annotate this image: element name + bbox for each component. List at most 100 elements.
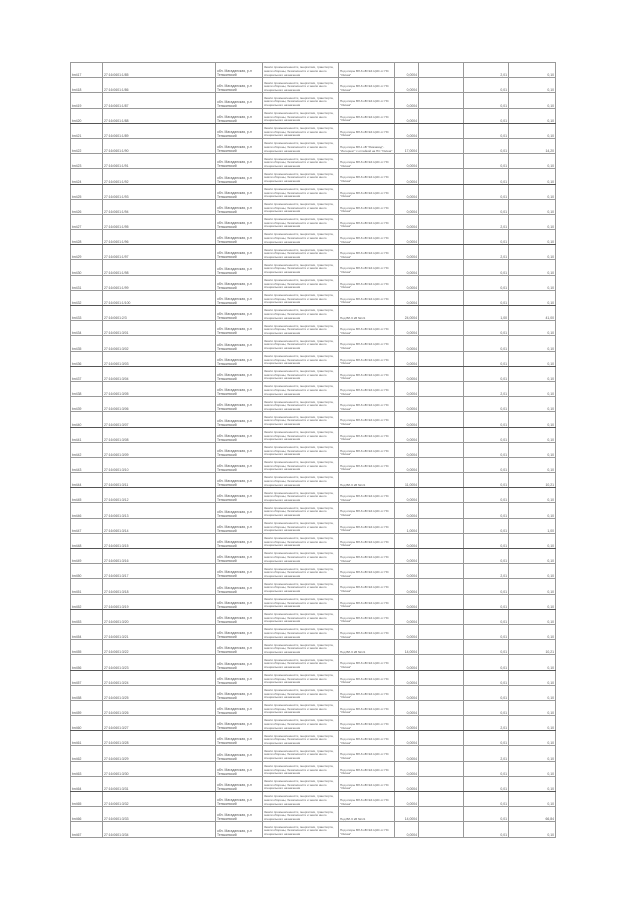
value-col9: 0,10 [508, 244, 556, 261]
value-col8: 0,01 [463, 684, 509, 701]
area: 0,0004 [394, 350, 419, 367]
object-purpose: Под опоры ВЛ-6 кВ №4 ЦЭС от ПС "Омчак" [338, 244, 395, 261]
value-col9: 0,10 [508, 456, 556, 474]
area: 0,0004 [394, 77, 419, 94]
cadastral-number: 27:16:0601:3/14 [102, 517, 216, 534]
address: обл. Магаданская, р-н Тенькинский [215, 578, 263, 595]
cadastral-number: 27:16:0601:1/95 [102, 213, 216, 231]
land-category: Земли промышленности, энергетики, трансп… [262, 213, 339, 231]
address: обл. Магаданская, р-н Тенькинский [215, 715, 263, 732]
empty-cell [418, 654, 464, 671]
area: 0,0004 [394, 790, 419, 808]
table-row: bн446 27:16:0601:3/13 обл. Магаданская, р-… [70, 502, 556, 519]
address: обл. Магаданская, р-н Тенькинский [215, 137, 263, 155]
table-row: bн452 27:16:0601:3/19 обл. Магаданская, р-… [70, 593, 556, 610]
area: 0,0004 [394, 502, 419, 519]
row-id: bн449 [70, 547, 103, 565]
address: обл. Магаданская, р-н Тенькинский [215, 472, 263, 489]
cadastral-number: 27:16:0601:3/15 [102, 532, 216, 550]
value-col8: 0,01 [463, 487, 509, 504]
table-row: bн449 27:16:0601:3/16 обл. Магаданская, р-… [70, 547, 556, 565]
cadastral-number: 27:16:0601:3/02 [102, 335, 216, 352]
cadastral-number: 27:16:0601:1/89 [102, 122, 216, 139]
land-category: Земли промышленности, энергетики, трансп… [262, 320, 339, 337]
value-col8: 0,01 [463, 593, 509, 610]
value-col9: 0,10 [508, 684, 556, 701]
row-id: bн440 [70, 411, 103, 428]
object-purpose: Под опоры ВЛ-6 кВ №4 ЦЭС от ПС "Омчак" [338, 335, 395, 352]
table-row: bн438 27:16:0601:3/05 обл. Магаданская, р-… [70, 380, 556, 398]
cadastral-number: 27:16:0601:3/31 [102, 775, 216, 793]
empty-cell [418, 259, 464, 276]
object-purpose: Под опоры ВЛ-6 кВ №4 ЦЭС от ПС "Омчак" [338, 578, 395, 595]
table-row: bн428 27:16:0601:1/96 обл. Магаданская, р-… [70, 229, 556, 246]
value-col9: 0,10 [508, 274, 556, 291]
empty-cell [418, 198, 464, 215]
row-id: bн417 [70, 61, 103, 79]
land-category: Земли промышленности, энергетики, трансп… [262, 487, 339, 504]
empty-cell [418, 547, 464, 565]
address: обл. Магаданская, р-н Тенькинский [215, 153, 263, 170]
area: 11,0004 [394, 472, 419, 489]
row-id: bн439 [70, 396, 103, 413]
row-id: bн448 [70, 532, 103, 550]
land-category: Земли промышленности, энергетики, трансп… [262, 183, 339, 200]
empty-cell [418, 532, 464, 550]
land-category: Земли промышленности, энергетики, трансп… [262, 426, 339, 443]
object-purpose: Под опоры ВЛ-6 кВ №4 ЦЭС от ПС "Омчак" [338, 92, 395, 109]
empty-cell [418, 669, 464, 686]
empty-cell [418, 92, 464, 109]
area: 0,0004 [394, 547, 419, 565]
address: обл. Магаданская, р-н Тенькинский [215, 563, 263, 580]
area: 0,0004 [394, 623, 419, 641]
cadastral-number: 27:16:0601:1/98 [102, 259, 216, 276]
value-col8: 0,01 [463, 472, 509, 489]
empty-cell [418, 350, 464, 367]
object-purpose: Под ВЛ-6 кВ №1/1 [338, 806, 395, 823]
land-category: Земли промышленности, энергетики, трансп… [262, 502, 339, 519]
row-id: bн451 [70, 578, 103, 595]
cadastral-number: 27:16:0601:1/87 [102, 92, 216, 109]
address: обл. Магаданская, р-н Тенькинский [215, 122, 263, 139]
empty-cell [418, 821, 464, 838]
land-category: Земли промышленности, энергетики, трансп… [262, 669, 339, 686]
empty-cell [418, 790, 464, 808]
cadastral-number: 27:16:0601:3/32 [102, 790, 216, 808]
area: 0,0004 [394, 441, 419, 458]
table-row: bн425 27:16:0601:1/93 обл. Магаданская, р-… [70, 183, 556, 200]
object-purpose: Под опоры ВЛ-6 кВ №4 ЦЭС от ПС "Омчак" [338, 183, 395, 200]
cadastral-number: 27:16:0601:1/91 [102, 153, 216, 170]
value-col9: 0,10 [508, 532, 556, 550]
value-col9: 0,10 [508, 153, 556, 170]
value-col8: 0,01 [463, 578, 509, 595]
address: обл. Магаданская, р-н Тенькинский [215, 77, 263, 94]
value-col9: 0,10 [508, 213, 556, 231]
empty-cell [418, 487, 464, 504]
area: 17,0004 [394, 137, 419, 155]
object-purpose: Под опоры ВЛ-6 кВ №4 ЦЭС от ПС "Омчак" [338, 654, 395, 671]
value-col8: 0,01 [463, 259, 509, 276]
value-col9: 0,10 [508, 578, 556, 595]
table-row: bн454 27:16:0601:3/21 обл. Магаданская, р-… [70, 623, 556, 641]
table-row: bн447 27:16:0601:3/14 обл. Магаданская, р-… [70, 517, 556, 534]
address: обл. Магаданская, р-н Тенькинский [215, 365, 263, 382]
value-col9: 10,21 [508, 472, 556, 489]
address: обл. Магаданская, р-н Тенькинский [215, 699, 263, 717]
value-col9: 41,00 [508, 304, 556, 322]
value-col8: 0,01 [463, 623, 509, 641]
row-id: bн438 [70, 380, 103, 398]
value-col8: 0,01 [463, 289, 509, 307]
empty-cell [418, 806, 464, 823]
value-col8: 0,01 [463, 274, 509, 291]
value-col9: 0,10 [508, 730, 556, 747]
land-category: Земли промышленности, энергетики, трансп… [262, 517, 339, 534]
value-col9: 0,10 [508, 487, 556, 504]
row-id: bн425 [70, 183, 103, 200]
row-id: bн444 [70, 472, 103, 489]
row-id: bн424 [70, 168, 103, 185]
cadastral-number: 27:16:0601:3/04 [102, 365, 216, 382]
land-category: Земли промышленности, энергетики, трансп… [262, 122, 339, 139]
value-col9: 0,10 [508, 790, 556, 808]
value-col9: 0,10 [508, 623, 556, 641]
area: 0,0004 [394, 183, 419, 200]
